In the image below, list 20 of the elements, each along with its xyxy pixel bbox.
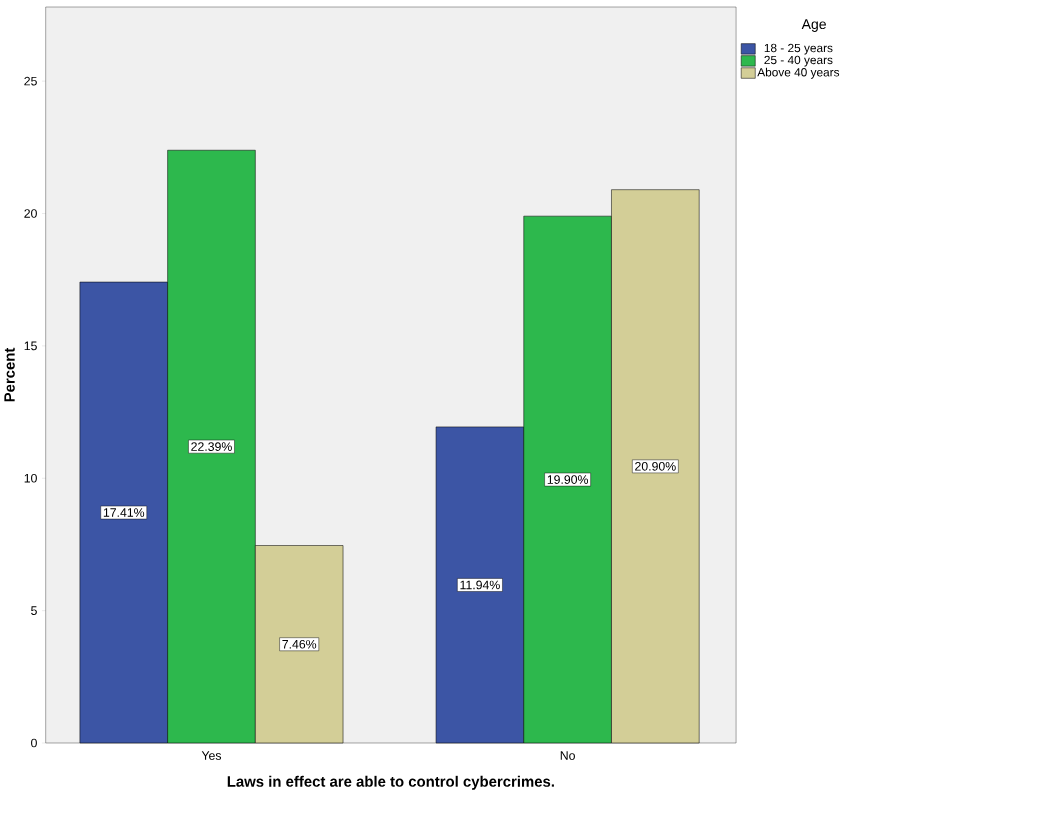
y-tick-label: 15 xyxy=(24,341,37,351)
data-label: 22.39% xyxy=(191,442,232,451)
legend-title: Age xyxy=(801,19,826,32)
data-label: 19.90% xyxy=(547,475,589,484)
y-tick-label: 20 xyxy=(24,209,37,218)
x-tick-label: Yes xyxy=(201,751,222,760)
x-tick-label: No xyxy=(560,751,575,760)
legend-label: 18 - 25 years xyxy=(764,43,833,55)
data-label: 7.46% xyxy=(282,639,317,649)
data-label: 11.94% xyxy=(460,580,500,590)
legend-label: Above 40 years xyxy=(757,67,840,79)
y-axis-title: Percent xyxy=(4,347,15,402)
data-label: 17.41% xyxy=(103,508,145,517)
y-tick-label: 5 xyxy=(31,606,37,615)
y-tick-label: 0 xyxy=(31,738,37,748)
y-tick-label: 10 xyxy=(24,473,37,483)
data-label: 20.90% xyxy=(635,461,676,471)
y-tick-label: 25 xyxy=(24,76,37,86)
legend-label: 25 - 40 years xyxy=(764,55,833,67)
x-axis-title: Laws in effect are able to control cybercrimes. xyxy=(227,775,554,790)
